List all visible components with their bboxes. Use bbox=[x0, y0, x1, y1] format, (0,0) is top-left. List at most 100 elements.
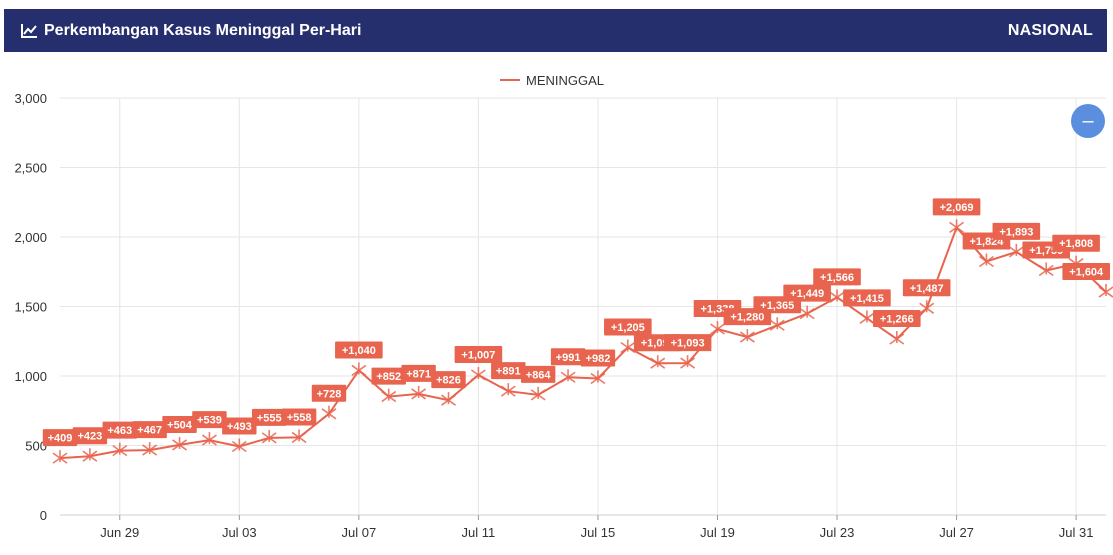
data-point[interactable]: +1,007 bbox=[454, 346, 503, 381]
data-point[interactable]: +871 bbox=[401, 364, 436, 400]
point-marker bbox=[769, 317, 785, 331]
data-point[interactable]: +1,415 bbox=[843, 289, 891, 324]
data-label: +423 bbox=[77, 431, 102, 443]
data-label-box bbox=[783, 284, 831, 302]
data-label: +558 bbox=[287, 412, 312, 424]
y-tick-label: 2,000 bbox=[14, 230, 47, 245]
data-label: +463 bbox=[107, 425, 132, 437]
point-marker bbox=[889, 331, 905, 345]
data-point[interactable]: +463 bbox=[102, 421, 137, 457]
point-marker bbox=[650, 355, 666, 369]
point-marker bbox=[231, 438, 247, 453]
data-label: +1,266 bbox=[880, 314, 914, 326]
data-point[interactable]: +504 bbox=[162, 415, 197, 451]
point-marker bbox=[172, 436, 188, 451]
data-label-box bbox=[1062, 263, 1110, 281]
data-label-box bbox=[580, 349, 616, 367]
region-label[interactable]: NASIONAL bbox=[1007, 21, 1093, 39]
point-marker bbox=[530, 386, 546, 401]
data-point[interactable]: +1,449 bbox=[783, 284, 831, 320]
data-point[interactable]: +1,266 bbox=[873, 310, 921, 345]
data-label-box bbox=[371, 367, 406, 385]
data-label: +1,093 bbox=[671, 338, 705, 350]
line-chart-icon bbox=[21, 23, 37, 38]
data-point[interactable]: +423 bbox=[72, 427, 108, 462]
data-point[interactable]: +852 bbox=[371, 367, 406, 403]
data-point[interactable]: +1,893 bbox=[992, 222, 1041, 258]
data-label-box bbox=[192, 411, 227, 429]
data-label: +871 bbox=[406, 368, 431, 380]
data-point[interactable]: +1,487 bbox=[902, 279, 951, 314]
data-point[interactable]: +1,040 bbox=[335, 341, 383, 377]
x-tick-label: Jul 19 bbox=[700, 525, 735, 540]
data-label: +1,487 bbox=[910, 283, 944, 295]
data-label-box bbox=[902, 279, 951, 297]
point-marker bbox=[500, 383, 516, 397]
data-point[interactable]: +728 bbox=[311, 384, 347, 420]
x-tick-label: Jul 23 bbox=[820, 525, 855, 540]
minus-icon: – bbox=[1082, 110, 1094, 132]
chart-area: 0 500 1,000 1,500 2,000 2,500 3,000 Jun 29 Jul … bbox=[0, 52, 1113, 550]
data-label-box bbox=[281, 408, 317, 426]
x-tick-label: Jul 27 bbox=[939, 525, 974, 540]
data-point[interactable]: +1,566 bbox=[813, 268, 861, 303]
data-label-box bbox=[873, 310, 921, 328]
data-label: +1,604 bbox=[1069, 267, 1104, 279]
data-label-box bbox=[431, 371, 466, 389]
chart-legend[interactable]: MENINGGAL bbox=[500, 73, 604, 88]
data-point[interactable]: +826 bbox=[431, 371, 466, 406]
data-point[interactable]: +864 bbox=[520, 365, 556, 401]
data-label-box bbox=[72, 427, 108, 445]
point-marker bbox=[112, 442, 128, 457]
data-label-box bbox=[42, 429, 78, 447]
data-point[interactable]: +991 bbox=[550, 348, 586, 383]
point-marker bbox=[52, 450, 68, 464]
data-point[interactable]: +1,604 bbox=[1062, 263, 1113, 298]
data-label: +1,365 bbox=[760, 300, 794, 312]
data-label-box bbox=[992, 222, 1041, 240]
data-label: +1,040 bbox=[342, 345, 376, 357]
x-tick-label: Jul 11 bbox=[462, 525, 496, 540]
data-label: +864 bbox=[526, 369, 552, 381]
data-label-box bbox=[604, 318, 652, 336]
point-marker bbox=[201, 432, 217, 446]
data-point[interactable]: +982 bbox=[580, 349, 616, 385]
x-tick-label: Jul 03 bbox=[222, 525, 257, 540]
legend-label: MENINGGAL bbox=[526, 73, 604, 88]
data-point[interactable]: +493 bbox=[222, 417, 257, 453]
chart-grid bbox=[60, 97, 1106, 516]
data-label-box bbox=[162, 415, 197, 433]
data-point[interactable]: +2,069 bbox=[932, 198, 981, 234]
y-tick-label: 500 bbox=[25, 439, 47, 454]
data-label-box bbox=[335, 341, 383, 359]
data-point[interactable]: +555 bbox=[252, 408, 287, 444]
y-tick-label: 2,500 bbox=[14, 161, 47, 176]
data-label: +991 bbox=[556, 352, 581, 364]
point-marker bbox=[560, 369, 576, 383]
data-point[interactable]: +539 bbox=[192, 411, 227, 446]
data-point[interactable]: +1,205 bbox=[604, 318, 652, 354]
point-marker bbox=[142, 442, 158, 456]
data-point[interactable]: +891 bbox=[491, 362, 526, 397]
x-tick-label: Jul 07 bbox=[342, 525, 377, 540]
zoom-out-button[interactable]: – bbox=[1071, 104, 1105, 138]
data-label-box bbox=[813, 268, 861, 286]
x-axis: Jun 29 Jul 03 Jul 07 Jul 11 Jul 15 Jul 19 Jul … bbox=[100, 515, 1093, 540]
data-point[interactable]: +409 bbox=[42, 429, 78, 464]
data-label: +728 bbox=[317, 388, 342, 400]
data-point[interactable]: +467 bbox=[132, 421, 167, 456]
data-label: +1,893 bbox=[999, 226, 1033, 238]
point-marker bbox=[1008, 243, 1024, 258]
point-marker bbox=[291, 429, 307, 444]
series-meninggal: +409 +423 +463 +467 +504 +539 +493 +555 +558 +728… bbox=[42, 198, 1113, 464]
data-label: +1,566 bbox=[820, 272, 854, 284]
data-point[interactable]: +558 bbox=[281, 408, 317, 444]
point-marker bbox=[321, 405, 337, 420]
y-axis: 0 500 1,000 1,500 2,000 2,500 3,000 bbox=[14, 91, 47, 523]
point-marker bbox=[829, 289, 845, 303]
data-point[interactable]: +1,093 bbox=[663, 334, 712, 369]
y-tick-label: 1,000 bbox=[14, 369, 47, 384]
chart-title: Perkembangan Kasus Meninggal Per-Hari bbox=[44, 21, 362, 39]
data-label-box bbox=[311, 384, 347, 402]
point-marker bbox=[799, 305, 815, 320]
